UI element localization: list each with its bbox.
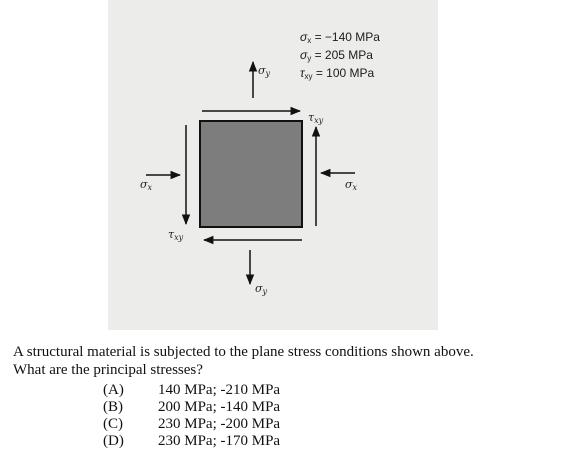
option-letter: (B) [103,399,123,415]
answer-options: (A) 140 MPa; -210 MPa (B) 200 MPa; -140 … [103,382,280,450]
given-sigma-x: σx = −140 MPa [300,30,380,45]
option-text: 140 MPa; -210 MPa [158,382,281,398]
label-sigma-x-left: σx [140,178,153,192]
question-line-2: What are the principal stresses? [13,362,203,378]
label-sigma-y-top: σy [258,64,271,78]
question-line-1: A structural material is subjected to th… [13,344,474,360]
option-d: (D) 230 MPa; -170 MPa [103,433,280,450]
stress-element-square [199,120,303,228]
stress-element-diagram [146,60,355,286]
label-tau-xy-left: τxy [168,228,184,242]
label-tau-xy-top: τxy [308,111,324,125]
option-b: (B) 200 MPa; -140 MPa [103,399,280,416]
label-sigma-x-right: σx [345,178,358,192]
option-text: 230 MPa; -200 MPa [158,416,281,432]
option-text: 200 MPa; -140 MPa [158,399,281,415]
option-text: 230 MPa; -170 MPa [158,433,281,449]
option-c: (C) 230 MPa; -200 MPa [103,416,280,433]
option-a: (A) 140 MPa; -210 MPa [103,382,280,399]
question-text: A structural material is subjected to th… [13,343,563,379]
option-letter: (A) [103,382,124,398]
label-sigma-y-bottom: σy [255,282,268,296]
given-tau-xy: τxy = 100 MPa [300,66,375,81]
option-letter: (C) [103,416,123,432]
option-letter: (D) [103,433,124,449]
given-sigma-y: σy = 205 MPa [300,48,373,63]
stress-element-figure: σx = −140 MPa σy = 205 MPa τxy = 100 MPa… [108,0,438,330]
